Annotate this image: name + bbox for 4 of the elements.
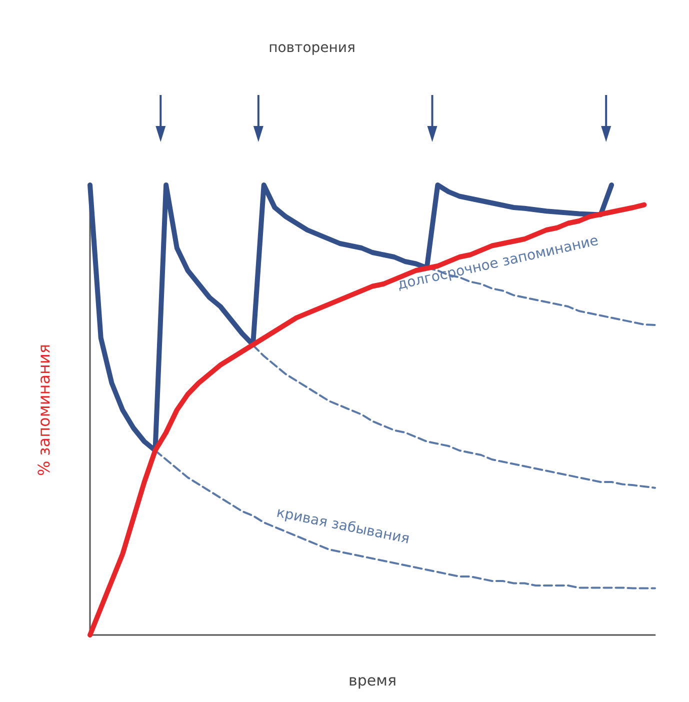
y-axis-title: % запоминания <box>34 344 54 476</box>
text: повторения <box>268 40 356 56</box>
annotation: кривая забывания <box>275 504 411 548</box>
x-axis-title: время <box>348 672 396 690</box>
